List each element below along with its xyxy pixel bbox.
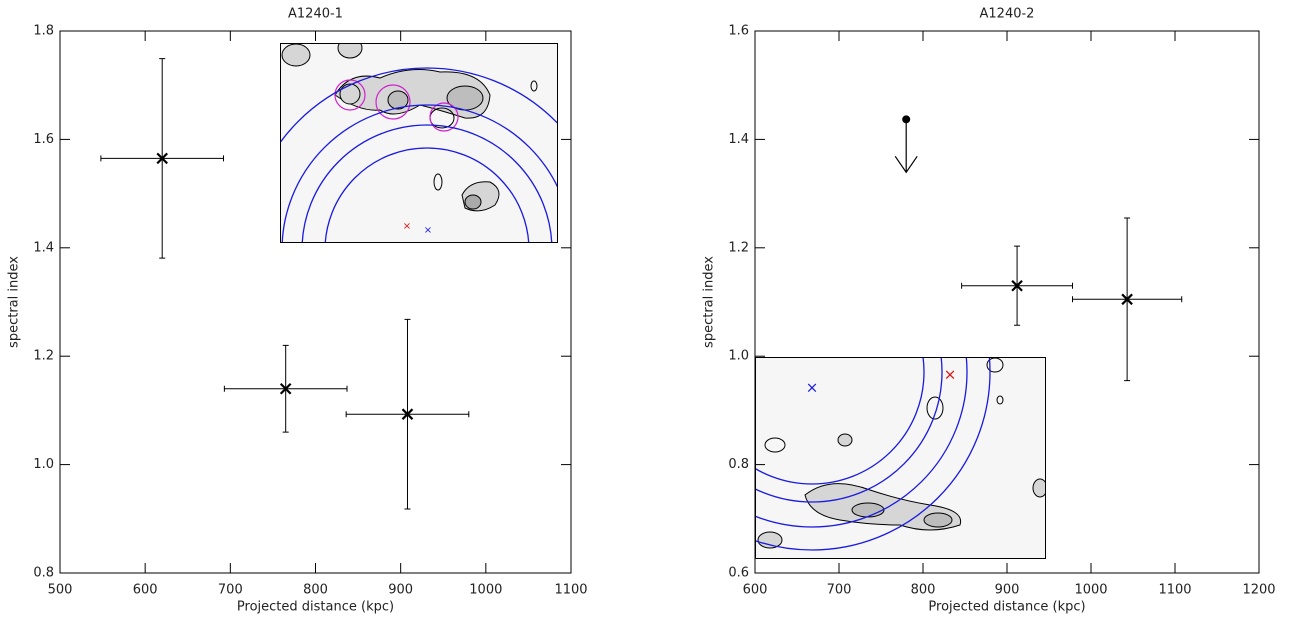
svg-text:×: × (403, 221, 411, 232)
inset-image: × × (634, 194, 1047, 559)
y-tick-label: 1.4 (33, 240, 54, 255)
upper-limit-arrow (895, 119, 917, 172)
y-tick-label: 0.8 (33, 566, 54, 581)
x-tick-label: 700 (218, 583, 243, 598)
y-tick-label: 1.4 (728, 132, 749, 147)
y-tick-label: 0.6 (728, 566, 749, 581)
x-tick-label: 1200 (1242, 583, 1275, 598)
x-tick-label: 900 (388, 583, 413, 598)
x-tick-label: 1100 (1158, 583, 1191, 598)
x-tick-label: 1000 (1074, 583, 1107, 598)
y-tick-label: 1.6 (33, 132, 54, 147)
svg-text:×: × (424, 225, 432, 236)
x-tick-label: 800 (303, 583, 328, 598)
x-tick-label: 700 (827, 583, 852, 598)
chart-title: A1240-1 (288, 7, 343, 22)
y-tick-label: 1.2 (728, 240, 749, 255)
y-tick-label: 1.0 (33, 457, 54, 472)
chart-title: A1240-2 (980, 7, 1035, 22)
figure: × × × × A1240-1 Projected distance (kpc) s… (0, 0, 1295, 621)
x-tick-label: 1000 (469, 583, 502, 598)
x-tick-label: 500 (48, 583, 73, 598)
y-tick-label: 1.8 (33, 24, 54, 39)
y-tick-label: 1.0 (728, 349, 749, 364)
x-tick-label: 1100 (554, 583, 587, 598)
y-tick-label: 1.2 (33, 349, 54, 364)
x-tick-label: 600 (133, 583, 158, 598)
y-axis-label: spectral index (702, 256, 717, 348)
y-axis-label: spectral index (7, 256, 22, 348)
x-tick-label: 900 (995, 583, 1020, 598)
x-tick-label: 600 (743, 583, 768, 598)
inset-image: × × (245, 38, 609, 432)
x-axis-label: Projected distance (kpc) (928, 600, 1085, 615)
x-tick-label: 800 (911, 583, 936, 598)
y-tick-label: 0.8 (728, 457, 749, 472)
svg-text:×: × (944, 366, 957, 384)
y-tick-label: 1.6 (728, 24, 749, 39)
x-axis-label: Projected distance (kpc) (237, 600, 394, 615)
svg-text:×: × (806, 379, 819, 397)
